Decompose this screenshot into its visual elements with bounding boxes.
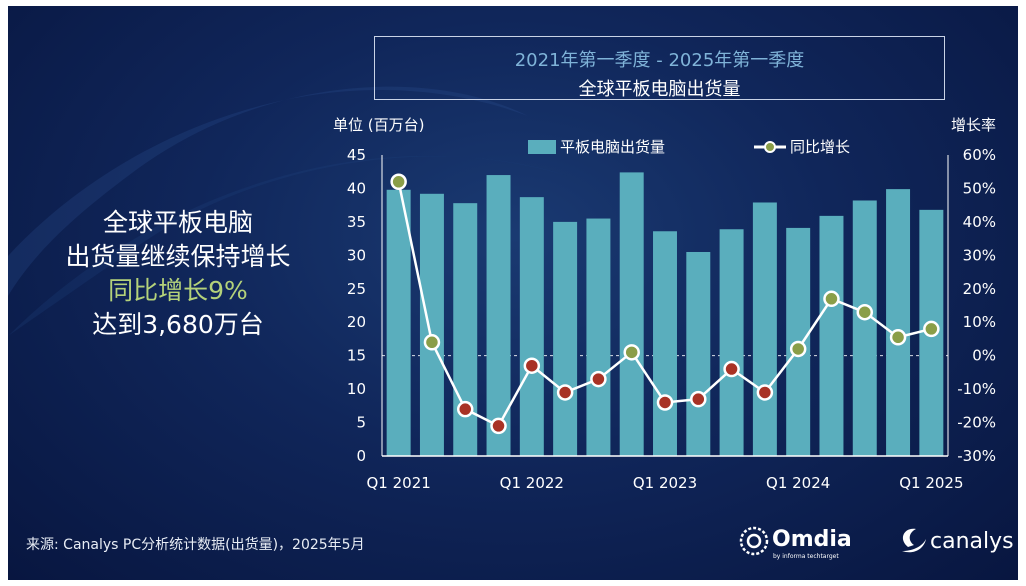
legend-line-marker: [764, 141, 776, 153]
chart-title-period: 2021年第一季度 - 2025年第一季度: [514, 50, 805, 71]
canalys-logo-text: canalys: [930, 529, 1014, 554]
line-layer: [390, 173, 940, 435]
y-right-tick-label: 10%: [963, 313, 996, 331]
brand-logos: Omdia by informa techtarget canalys: [739, 526, 1014, 560]
bar: [386, 189, 411, 456]
bar: [553, 221, 578, 456]
bars-layer: [386, 172, 944, 457]
canalys-logo-icon: [902, 528, 926, 553]
growth-point: [423, 334, 441, 351]
growth-point: [623, 344, 640, 361]
omdia-logo-icon: [739, 526, 769, 556]
growth-point: [490, 417, 507, 435]
y-left-tick-label: 5: [356, 414, 366, 432]
bar: [419, 193, 444, 456]
headline-growth: 同比增长9%: [108, 276, 248, 305]
y-left-tick-label: 15: [347, 347, 366, 365]
growth-point: [756, 384, 774, 401]
y-right-tick-label: 50%: [963, 179, 996, 197]
growth-point: [590, 370, 607, 388]
headline-text: 全球平板电脑 出货量继续保持增长 同比增长9% 达到3,680万台: [28, 206, 328, 342]
growth-point: [656, 394, 674, 411]
growth-point: [823, 290, 840, 308]
y-right-tick-label: 40%: [963, 213, 996, 231]
growth-point: [556, 384, 574, 401]
slide-background: 2021年第一季度 - 2025年第一季度 全球平板电脑出货量 全球平板电脑 出…: [8, 6, 1018, 580]
y-right-tick-label: 30%: [963, 246, 996, 264]
y-axis-right-label: 增长率: [951, 116, 996, 134]
bar: [752, 202, 777, 456]
growth-point: [723, 360, 740, 378]
y-left-tick-label: 30: [347, 246, 366, 264]
growth-point: [856, 303, 874, 321]
legend-bar-swatch: [528, 140, 556, 154]
x-tick-label: Q1 2024: [766, 474, 830, 492]
y-left-tick-label: 40: [347, 179, 366, 197]
shipment-chart: 单位 (百万台) 增长率 0 5 10 15 20 25 30 35 40 45 -30% -20% -…: [333, 116, 996, 492]
headline-line-4: 达到3,680万台: [92, 310, 264, 339]
omdia-logo-tagline: by informa techtarget: [773, 553, 839, 560]
headline-line-1: 全球平板电脑: [102, 208, 253, 237]
legend: 平板电脑出货量 同比增长: [528, 138, 850, 156]
y-axis-left-label: 单位 (百万台): [333, 116, 424, 134]
y-left-tick-label: 25: [347, 280, 366, 298]
growth-point: [923, 320, 940, 338]
y-right-tick-label: -10%: [957, 380, 996, 398]
x-tick-label: Q1 2022: [500, 474, 564, 492]
headline-line-2: 出货量继续保持增长: [65, 242, 291, 271]
x-tick-label: Q1 2023: [633, 474, 697, 492]
omdia-logo-text: Omdia: [772, 527, 852, 552]
bar: [686, 251, 711, 456]
growth-point: [889, 329, 907, 346]
growth-point: [789, 340, 807, 358]
x-tick-label: Q1 2025: [899, 474, 963, 492]
growth-point: [390, 173, 407, 191]
y-right-tick-label: 60%: [963, 146, 996, 164]
bar: [653, 231, 677, 456]
y-left-tick-label: 10: [347, 380, 366, 398]
y-left-tick-label: 0: [356, 447, 366, 465]
growth-point: [690, 390, 707, 408]
y-right-tick-label: -20%: [957, 414, 996, 432]
y-right-tick-label: -30%: [957, 447, 996, 465]
axis-layer: 0 5 10 15 20 25 30 35 40 45 -30% -20% -10% 0% 10% 20% 30…: [347, 146, 996, 492]
bar: [819, 215, 844, 456]
growth-point: [456, 400, 474, 418]
chart-title: 全球平板电脑出货量: [578, 79, 741, 100]
x-tick-label: Q1 2021: [366, 474, 430, 492]
y-right-tick-label: 0%: [972, 347, 996, 365]
bar: [886, 189, 911, 456]
chart-title-box: 2021年第一季度 - 2025年第一季度 全球平板电脑出货量: [374, 36, 945, 100]
y-left-tick-label: 45: [347, 146, 366, 164]
bar: [852, 200, 877, 456]
legend-line-label: 同比增长: [790, 138, 850, 156]
y-left-tick-label: 35: [347, 213, 366, 231]
bar: [453, 203, 478, 456]
growth-point: [523, 357, 541, 374]
bar: [586, 218, 611, 456]
y-left-tick-label: 20: [347, 313, 366, 331]
source-note: 来源: Canalys PC分析统计数据(出货量)，2025年5月: [26, 537, 365, 553]
bar: [619, 172, 644, 456]
y-right-tick-label: 20%: [963, 280, 996, 298]
bar: [519, 197, 544, 456]
legend-bar-label: 平板电脑出货量: [560, 138, 665, 156]
bar: [486, 175, 511, 457]
bar: [719, 229, 744, 456]
